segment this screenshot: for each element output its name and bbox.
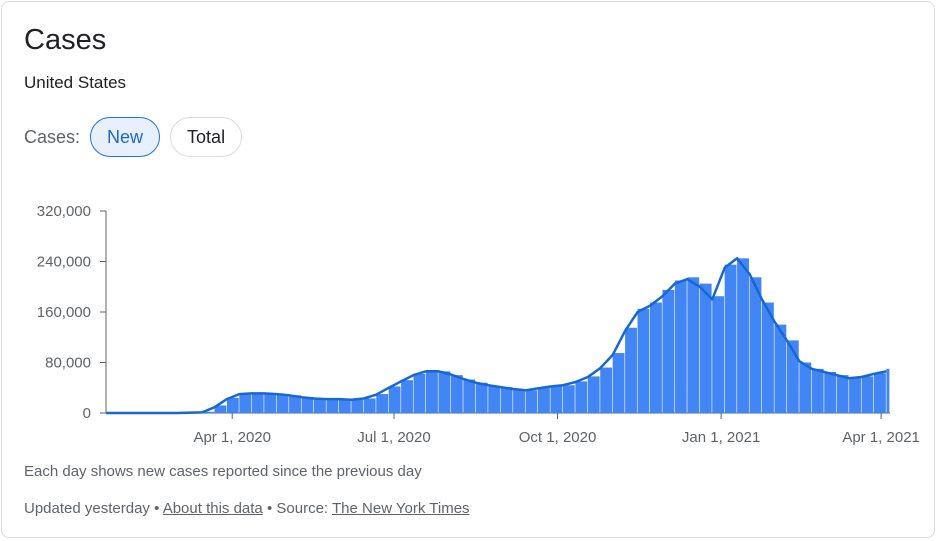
about-data-link[interactable]: About this data	[162, 500, 263, 517]
bar	[264, 393, 277, 413]
bar	[214, 405, 227, 413]
bar	[587, 376, 600, 413]
chart-note: Each day shows new cases reported since …	[24, 463, 422, 480]
y-tick-label: 160,000	[37, 304, 91, 321]
y-tick-label: 0	[83, 405, 91, 422]
bar	[289, 395, 301, 413]
average-line	[106, 257, 887, 415]
bar	[500, 387, 513, 413]
bar	[699, 283, 712, 413]
bar	[749, 277, 762, 413]
bar	[687, 277, 700, 413]
bar	[650, 302, 662, 413]
bar	[276, 394, 289, 413]
bar	[836, 375, 849, 413]
bar	[886, 368, 890, 413]
bar	[488, 385, 501, 413]
cases-toggle: Cases: New Total	[24, 116, 252, 158]
x-axis: Apr 1, 2020 Jul 1, 2020 Oct 1, 2020 Jan 1, …	[106, 412, 920, 446]
bar	[463, 379, 476, 413]
bar	[799, 362, 812, 413]
updated-text: Updated yesterday	[24, 500, 150, 517]
bar	[575, 381, 588, 413]
bar	[774, 324, 787, 413]
bar	[612, 353, 625, 413]
bar	[413, 373, 426, 413]
bar	[625, 327, 637, 413]
bar-series	[202, 258, 890, 413]
total-cases-chip[interactable]: Total	[170, 117, 243, 157]
bar	[525, 390, 538, 413]
bar	[724, 264, 737, 413]
bar	[712, 296, 725, 413]
toggle-label: Cases:	[24, 126, 81, 147]
bar	[562, 385, 575, 413]
total-cases-chip-label: Total	[187, 126, 226, 147]
bar	[326, 399, 339, 413]
bar	[550, 386, 563, 413]
bar	[388, 386, 401, 413]
x-tick-label: Oct 1, 2020	[519, 429, 597, 446]
y-axis: 0 80,000 160,000 240,000 320,000	[37, 203, 107, 422]
bar	[513, 389, 525, 413]
y-tick-label: 320,000	[37, 203, 91, 220]
new-cases-chip-label: New	[107, 126, 144, 147]
bar	[314, 398, 326, 413]
bar	[438, 371, 451, 413]
bar	[637, 308, 650, 413]
footer-separator: •	[154, 500, 160, 517]
bar	[251, 392, 264, 413]
footer: Updated yesterday • About this data • So…	[24, 500, 470, 517]
bar	[674, 280, 687, 413]
y-tick-label: 80,000	[45, 355, 91, 372]
new-cases-chip[interactable]: New	[90, 117, 161, 157]
footer-separator-2: •	[266, 500, 273, 517]
bar	[811, 368, 824, 413]
bar	[874, 373, 886, 413]
bar	[737, 258, 749, 413]
x-tick-label: Apr 1, 2021	[842, 429, 920, 446]
source-prefix: Source:	[276, 500, 329, 517]
bar	[762, 302, 774, 413]
bar	[363, 398, 376, 413]
bar	[226, 397, 239, 413]
source-link[interactable]: The New York Times	[332, 500, 470, 517]
bar	[376, 394, 389, 413]
bar	[338, 399, 351, 413]
bar	[538, 387, 550, 413]
bar	[849, 378, 861, 413]
bar	[475, 382, 488, 413]
bar	[351, 399, 364, 413]
bar	[786, 340, 799, 413]
bar	[450, 375, 463, 413]
bar	[426, 370, 438, 413]
y-tick-label: 240,000	[37, 254, 91, 271]
bar	[600, 367, 613, 413]
card-title: Cases	[24, 24, 107, 56]
bar	[824, 371, 837, 413]
bar	[662, 289, 675, 413]
bar	[239, 393, 252, 413]
bar	[401, 380, 413, 413]
average-line-series	[106, 257, 887, 415]
bar	[301, 397, 314, 413]
location-label: United States	[24, 73, 127, 92]
x-tick-label: Apr 1, 2020	[193, 429, 271, 446]
x-tick-label: Jul 1, 2020	[357, 429, 430, 446]
x-tick-label: Jan 1, 2021	[682, 429, 760, 446]
cases-chart: 0 80,000 160,000 240,000 320,000 Apr 1, 2020…	[37, 203, 920, 446]
bar	[861, 376, 874, 413]
bar	[202, 411, 214, 413]
